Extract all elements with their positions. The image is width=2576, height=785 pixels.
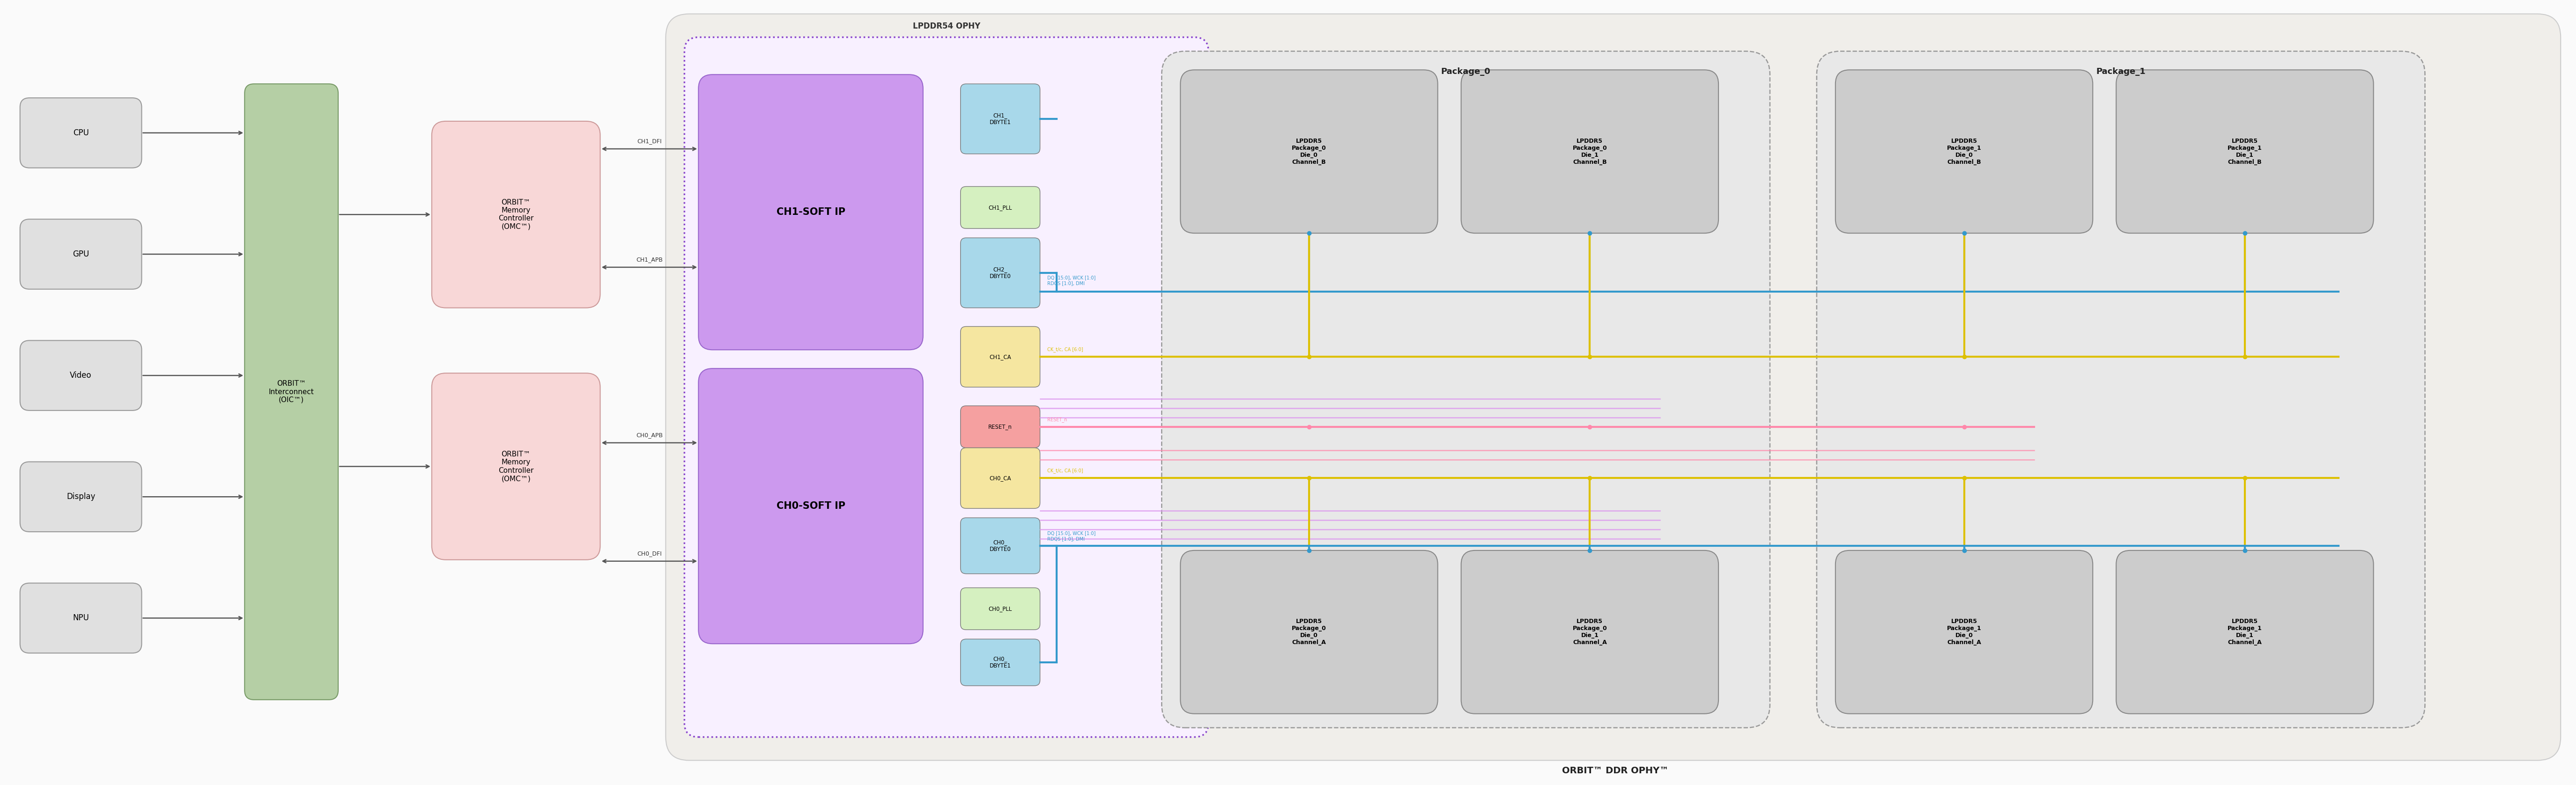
FancyBboxPatch shape	[433, 121, 600, 308]
Text: CH1_CA: CH1_CA	[989, 354, 1012, 360]
Text: CH0_CA: CH0_CA	[989, 475, 1012, 481]
FancyBboxPatch shape	[1461, 550, 1718, 714]
Text: CH0_
DBYTE0: CH0_ DBYTE0	[989, 539, 1010, 553]
FancyBboxPatch shape	[961, 639, 1041, 686]
FancyBboxPatch shape	[21, 98, 142, 168]
Text: DQ [15:0], WCK [1:0]
RDQS [1:0], DMI: DQ [15:0], WCK [1:0] RDQS [1:0], DMI	[1046, 276, 1095, 286]
Text: DQ [15:0], WCK [1:0]
RDQS [1:0], DMI: DQ [15:0], WCK [1:0] RDQS [1:0], DMI	[1046, 531, 1095, 541]
FancyBboxPatch shape	[433, 373, 600, 560]
Text: CH0_APB: CH0_APB	[636, 432, 662, 438]
Text: GPU: GPU	[72, 250, 90, 258]
Text: CH0_
DBYTE1: CH0_ DBYTE1	[989, 655, 1010, 669]
Text: CH1_DFI: CH1_DFI	[636, 138, 662, 144]
FancyBboxPatch shape	[961, 84, 1041, 154]
Text: CK_t/c, CA [6:0]: CK_t/c, CA [6:0]	[1046, 347, 1082, 352]
Text: RESET_n: RESET_n	[989, 424, 1012, 430]
Text: LPDDR5
Package_0
Die_0
Channel_B: LPDDR5 Package_0 Die_0 Channel_B	[1291, 138, 1327, 165]
FancyBboxPatch shape	[961, 447, 1041, 509]
Text: CPU: CPU	[72, 129, 88, 137]
FancyBboxPatch shape	[685, 37, 1208, 737]
Text: LPDDR5
Package_1
Die_0
Channel_A: LPDDR5 Package_1 Die_0 Channel_A	[1947, 619, 1981, 645]
Text: RESET_n: RESET_n	[1046, 417, 1066, 422]
Text: CH2_
DBYTE0: CH2_ DBYTE0	[989, 266, 1010, 279]
FancyBboxPatch shape	[961, 327, 1041, 387]
FancyBboxPatch shape	[21, 341, 142, 411]
Text: LPDDR5
Package_1
Die_1
Channel_A: LPDDR5 Package_1 Die_1 Channel_A	[2228, 619, 2262, 645]
FancyBboxPatch shape	[1816, 51, 2424, 728]
FancyBboxPatch shape	[665, 14, 2561, 761]
Text: LPDDR5
Package_0
Die_1
Channel_A: LPDDR5 Package_0 Die_1 Channel_A	[1571, 619, 1607, 645]
FancyBboxPatch shape	[961, 588, 1041, 630]
FancyBboxPatch shape	[1162, 51, 1770, 728]
Text: CH0-SOFT IP: CH0-SOFT IP	[775, 502, 845, 511]
FancyBboxPatch shape	[21, 583, 142, 653]
FancyBboxPatch shape	[1837, 70, 2092, 233]
FancyBboxPatch shape	[2115, 70, 2372, 233]
Text: ORBIT™
Memory
Controller
(OMC™): ORBIT™ Memory Controller (OMC™)	[497, 199, 533, 230]
FancyBboxPatch shape	[961, 406, 1041, 447]
Text: Package_0: Package_0	[1440, 68, 1492, 76]
FancyBboxPatch shape	[698, 368, 922, 644]
Text: NPU: NPU	[72, 614, 90, 623]
FancyBboxPatch shape	[1180, 70, 1437, 233]
FancyBboxPatch shape	[21, 219, 142, 289]
Text: CH1_APB: CH1_APB	[636, 257, 662, 262]
FancyBboxPatch shape	[1837, 550, 2092, 714]
Text: CH0_DFI: CH0_DFI	[636, 550, 662, 557]
FancyBboxPatch shape	[961, 518, 1041, 574]
FancyBboxPatch shape	[1180, 550, 1437, 714]
Text: Package_1: Package_1	[2097, 68, 2146, 76]
Text: LPDDR5
Package_0
Die_1
Channel_B: LPDDR5 Package_0 Die_1 Channel_B	[1571, 138, 1607, 165]
Text: LPDDR5
Package_1
Die_0
Channel_B: LPDDR5 Package_1 Die_0 Channel_B	[1947, 138, 1981, 165]
FancyBboxPatch shape	[245, 84, 337, 699]
Text: CH1_PLL: CH1_PLL	[989, 204, 1012, 210]
Text: LPDDR54 OPHY: LPDDR54 OPHY	[912, 22, 981, 31]
FancyBboxPatch shape	[961, 238, 1041, 308]
FancyBboxPatch shape	[1461, 70, 1718, 233]
Text: Display: Display	[67, 492, 95, 501]
Text: CH1_
DBYTE1: CH1_ DBYTE1	[989, 112, 1010, 126]
FancyBboxPatch shape	[2115, 550, 2372, 714]
Text: LPDDR5
Package_1
Die_1
Channel_B: LPDDR5 Package_1 Die_1 Channel_B	[2228, 138, 2262, 165]
Text: ORBIT™
Memory
Controller
(OMC™): ORBIT™ Memory Controller (OMC™)	[497, 451, 533, 482]
FancyBboxPatch shape	[21, 462, 142, 531]
Text: Video: Video	[70, 371, 93, 380]
Text: ORBIT™
Interconnect
(OIC™): ORBIT™ Interconnect (OIC™)	[268, 380, 314, 403]
Text: CK_t/c, CA [6:0]: CK_t/c, CA [6:0]	[1046, 469, 1082, 473]
Text: CH0_PLL: CH0_PLL	[989, 606, 1012, 612]
FancyBboxPatch shape	[698, 75, 922, 350]
Text: ORBIT™ DDR OPHY™: ORBIT™ DDR OPHY™	[1561, 766, 1669, 776]
Text: LPDDR5
Package_0
Die_0
Channel_A: LPDDR5 Package_0 Die_0 Channel_A	[1291, 619, 1327, 645]
FancyBboxPatch shape	[961, 187, 1041, 228]
Text: CH1-SOFT IP: CH1-SOFT IP	[775, 207, 845, 217]
